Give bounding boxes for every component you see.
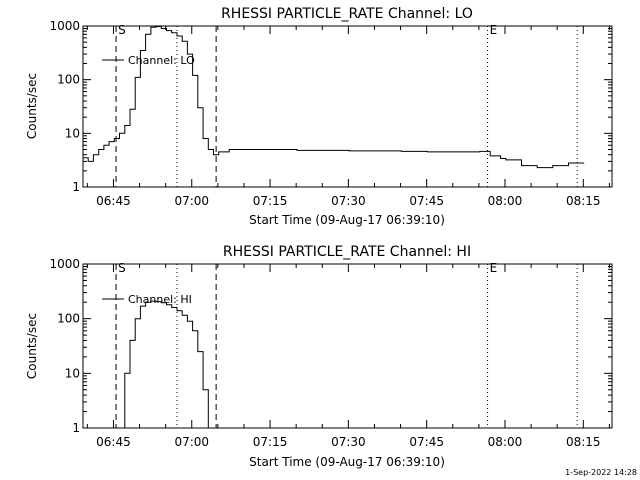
- hi-x-axis: 06:45 07:00 07:15 07:30 07:45 08:00 08:15: [86, 264, 610, 449]
- hi-x-axis-label: Start Time (09-Aug-17 06:39:10): [249, 455, 445, 469]
- x-tick-label: 08:00: [488, 194, 523, 208]
- y-tick-label: 100: [57, 73, 80, 87]
- lo-x-axis-label: Start Time (09-Aug-17 06:39:10): [249, 213, 445, 227]
- lo-legend-label: Channel: LO: [128, 54, 195, 67]
- footer-timestamp: 1-Sep-2022 14:28: [565, 468, 637, 477]
- y-tick-label: 100: [57, 312, 80, 326]
- lo-rate-curve: [83, 26, 585, 169]
- time-marker-label: S: [118, 23, 126, 37]
- y-tick-label: 10: [65, 126, 80, 140]
- x-tick-label: 06:45: [96, 435, 131, 449]
- lo-y-axis-label: Counts/sec: [25, 73, 39, 139]
- x-tick-label: 07:00: [174, 194, 209, 208]
- x-tick-label: 07:45: [409, 194, 444, 208]
- y-tick-label: 10: [65, 366, 80, 380]
- hi-plot-frame: [82, 263, 613, 429]
- x-tick-label: 07:30: [331, 435, 366, 449]
- x-tick-label: 06:45: [96, 194, 131, 208]
- hi-y-axis-label: Counts/sec: [25, 313, 39, 379]
- x-tick-label: 07:45: [409, 435, 444, 449]
- y-tick-label: 1: [72, 421, 80, 435]
- lo-plot-frame: [82, 25, 613, 188]
- time-marker-label: S: [118, 261, 126, 275]
- x-tick-label: 07:00: [174, 435, 209, 449]
- lo-x-axis: 06:45 07:00 07:15 07:30 07:45 08:00 08:15: [86, 26, 610, 208]
- x-tick-label: 07:15: [253, 435, 288, 449]
- x-tick-label: 08:00: [488, 435, 523, 449]
- x-tick-label: 07:30: [331, 194, 366, 208]
- hi-rate-curve: [120, 300, 209, 429]
- x-tick-label: 08:15: [566, 194, 601, 208]
- hi-y-axis: 1 10 100 1000: [49, 257, 612, 435]
- hi-chart-title: RHESSI PARTICLE_RATE Channel: HI: [223, 244, 471, 260]
- y-tick-label: 1000: [49, 19, 80, 33]
- hi-legend-label: Channel: HI: [128, 293, 192, 306]
- y-tick-label: 1000: [49, 257, 80, 271]
- time-marker-label: E: [490, 261, 498, 275]
- time-marker-label: E: [490, 23, 498, 37]
- lo-y-axis: 1 10 100 1000: [49, 19, 612, 194]
- x-tick-label: 08:15: [566, 435, 601, 449]
- x-tick-label: 07:15: [253, 194, 288, 208]
- y-tick-label: 1: [72, 180, 80, 194]
- lo-chart-title: RHESSI PARTICLE_RATE Channel: LO: [221, 6, 473, 22]
